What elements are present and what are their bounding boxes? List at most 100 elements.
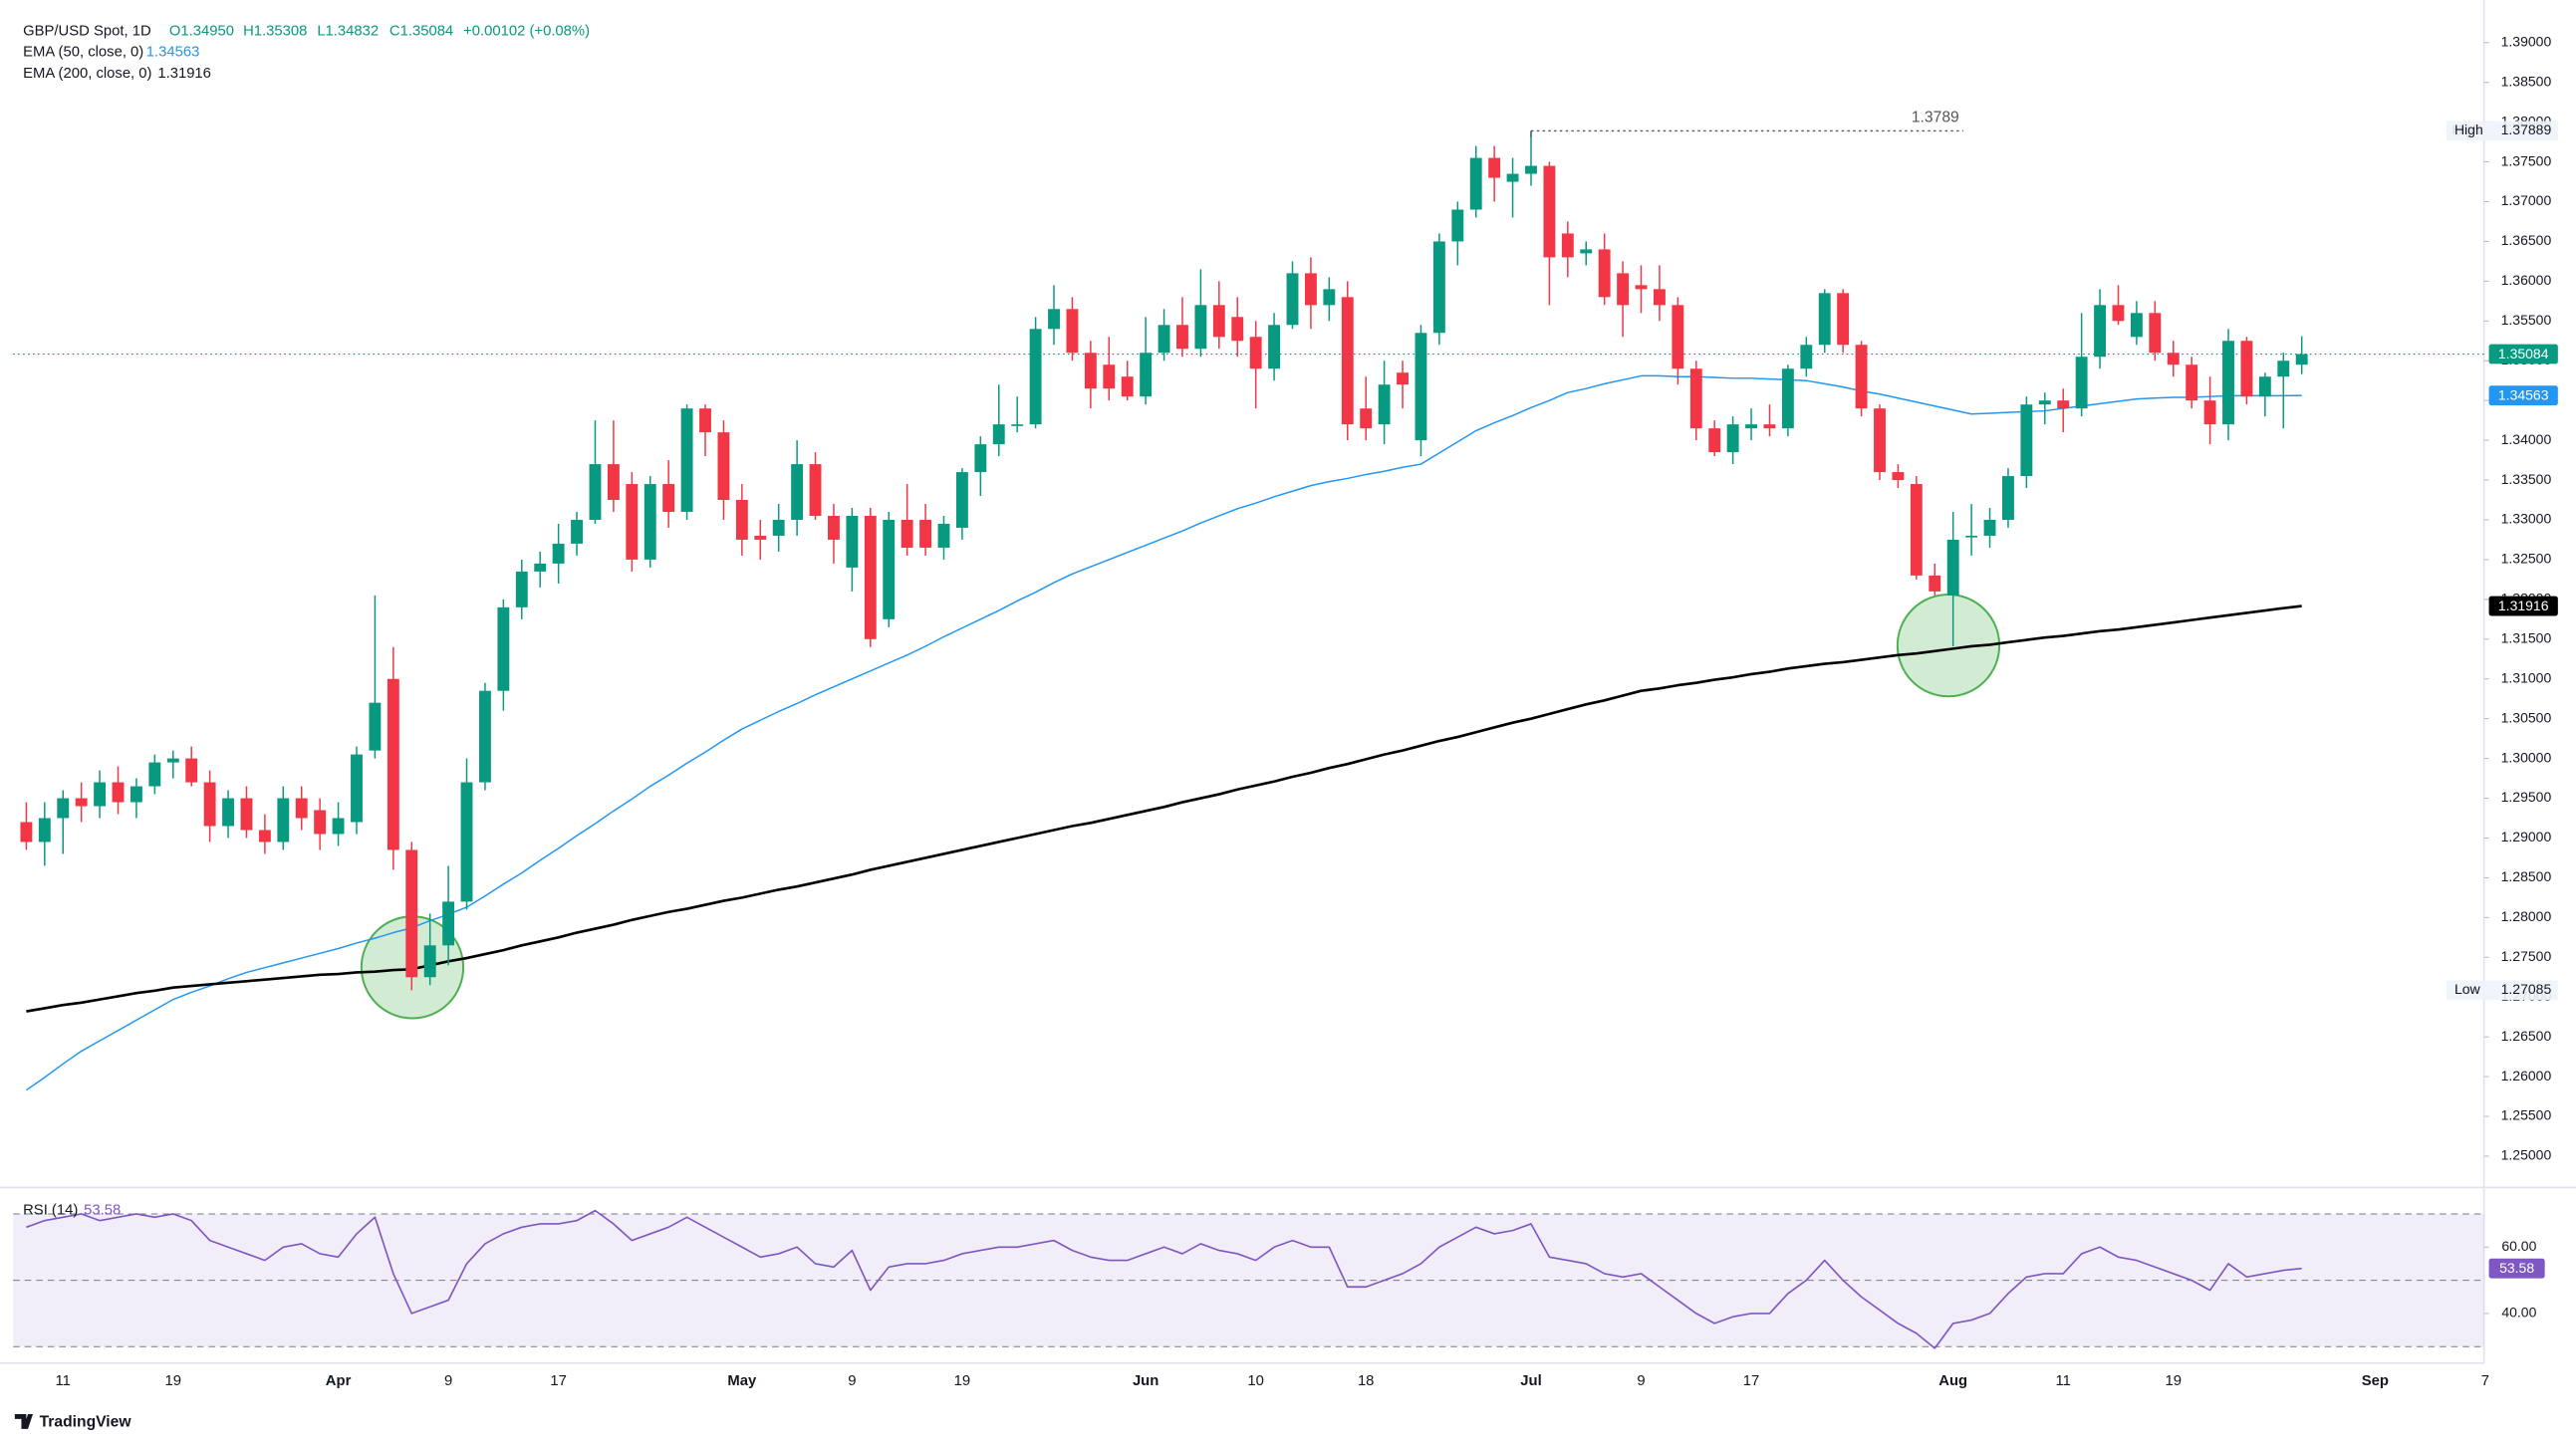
candle-body bbox=[735, 500, 748, 540]
candle-body bbox=[314, 810, 327, 835]
ohlc-close: C1.35084 bbox=[389, 23, 453, 39]
candle-body bbox=[240, 798, 253, 831]
candle-body bbox=[919, 519, 932, 548]
candle-body bbox=[1469, 157, 1482, 210]
x-tick-label: 17 bbox=[550, 1373, 567, 1389]
candle-body bbox=[1763, 424, 1776, 429]
candle-body bbox=[2277, 361, 2290, 377]
candle-body bbox=[699, 408, 711, 433]
candle-body bbox=[1121, 376, 1134, 397]
candle-body bbox=[1231, 317, 1244, 342]
ema-line bbox=[26, 604, 2302, 1013]
x-tick-label: May bbox=[727, 1373, 757, 1389]
x-tick-label: Sep bbox=[2362, 1373, 2389, 1389]
candle-body bbox=[589, 464, 602, 520]
candle-body bbox=[515, 571, 528, 607]
candle-body bbox=[203, 782, 216, 827]
candle-body bbox=[1910, 484, 1923, 576]
candle-body bbox=[1781, 368, 1794, 429]
ema50-legend: EMA (50, close, 0) bbox=[23, 45, 143, 61]
candle-body bbox=[405, 849, 418, 978]
rsi-legend: RSI (14) bbox=[23, 1202, 78, 1218]
annotation-text: 1.3789 bbox=[1912, 109, 1959, 125]
candle-body bbox=[295, 798, 308, 819]
plot-area: 1.250001.255001.260001.265001.270001.275… bbox=[13, 33, 2558, 1389]
candle-body bbox=[75, 798, 88, 807]
last-price-label: 1.35084 bbox=[2498, 346, 2549, 361]
x-tick-label: Jul bbox=[1520, 1373, 1541, 1389]
candle-body bbox=[1415, 333, 1427, 441]
candle-body bbox=[883, 519, 896, 619]
y-tick-label: 1.26000 bbox=[2501, 1068, 2552, 1083]
candle-body bbox=[552, 543, 565, 564]
candle-body bbox=[1708, 428, 1721, 453]
candle-body bbox=[1580, 249, 1593, 254]
y-tick-label: 1.37000 bbox=[2501, 192, 2552, 208]
y-tick-label: 1.39000 bbox=[2501, 33, 2552, 49]
candle-body bbox=[1194, 305, 1207, 350]
ema-value-label: 1.31916 bbox=[2498, 598, 2549, 613]
candle-body bbox=[809, 464, 822, 516]
candle-body bbox=[2240, 341, 2253, 397]
candle-body bbox=[1488, 157, 1501, 178]
x-tick-label: 19 bbox=[954, 1373, 971, 1389]
y-tick-label: 1.36000 bbox=[2501, 272, 2552, 288]
candle-body bbox=[1745, 424, 1757, 429]
candle-body bbox=[497, 606, 510, 691]
candle-body bbox=[1286, 273, 1299, 326]
candle-body bbox=[2258, 376, 2271, 397]
high-value: 1.37889 bbox=[2501, 121, 2552, 137]
y-tick-label: 1.34000 bbox=[2501, 431, 2552, 447]
x-tick-label: 18 bbox=[1358, 1373, 1375, 1389]
rsi-legend-value: 53.58 bbox=[84, 1202, 121, 1218]
y-tick-label: 1.25000 bbox=[2501, 1147, 2552, 1163]
y-tick-label: 1.26500 bbox=[2501, 1028, 2552, 1044]
high-caption: High bbox=[2454, 121, 2483, 137]
y-tick-label: 1.31000 bbox=[2501, 669, 2552, 685]
candle-body bbox=[20, 822, 33, 842]
x-tick-label: 9 bbox=[1637, 1373, 1645, 1389]
candle-body bbox=[277, 798, 290, 842]
candle-body bbox=[332, 818, 345, 835]
candle-body bbox=[2167, 353, 2180, 365]
candle-body bbox=[258, 830, 271, 842]
x-tick-label: 10 bbox=[1247, 1373, 1264, 1389]
candle-body bbox=[185, 758, 198, 783]
candle-body bbox=[94, 782, 107, 807]
candle-body bbox=[1378, 384, 1391, 425]
candle-body bbox=[1066, 309, 1079, 354]
y-tick-label: 1.33500 bbox=[2501, 471, 2552, 487]
rsi-value-box bbox=[2488, 1258, 2545, 1279]
candle-body bbox=[1892, 472, 1905, 481]
candle-body bbox=[2112, 305, 2125, 322]
candle-body bbox=[1249, 337, 1262, 369]
symbol-title: GBP/USD Spot, 1D bbox=[23, 23, 151, 39]
y-tick-label: 1.29500 bbox=[2501, 789, 2552, 805]
logo-text: TradingView bbox=[40, 1413, 132, 1430]
candle-body bbox=[680, 408, 693, 512]
x-tick-label: 19 bbox=[2165, 1373, 2182, 1389]
x-tick-label: 11 bbox=[56, 1373, 71, 1389]
y-tick-label: 1.30000 bbox=[2501, 749, 2552, 765]
high-box bbox=[2446, 120, 2558, 141]
candle-body bbox=[772, 519, 785, 536]
x-tick-label: 19 bbox=[165, 1373, 182, 1389]
candle-body bbox=[828, 515, 840, 540]
candle-body bbox=[369, 702, 382, 751]
candle-body bbox=[1726, 424, 1739, 453]
candle-body bbox=[1837, 293, 1850, 346]
low-value: 1.27085 bbox=[2501, 981, 2552, 997]
ohlc-low: L1.34832 bbox=[317, 23, 379, 39]
candle-body bbox=[791, 464, 804, 520]
candle-body bbox=[1672, 305, 1684, 369]
candle-body bbox=[1360, 408, 1373, 429]
y-tick-label: 1.28000 bbox=[2501, 908, 2552, 924]
y-tick-label: 1.37500 bbox=[2501, 152, 2552, 168]
candle-body bbox=[57, 798, 70, 819]
candle-body bbox=[1341, 297, 1354, 425]
candle-body bbox=[2130, 313, 2143, 338]
x-tick-label: Apr bbox=[326, 1373, 352, 1389]
candle-body bbox=[112, 782, 125, 803]
